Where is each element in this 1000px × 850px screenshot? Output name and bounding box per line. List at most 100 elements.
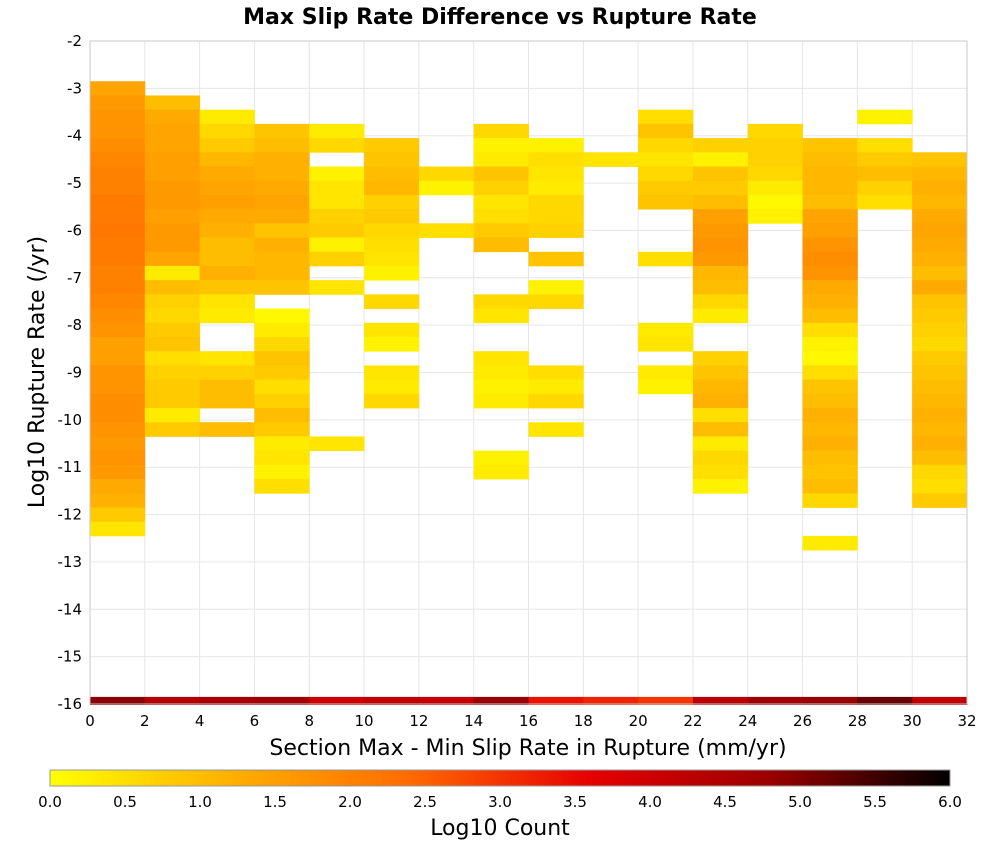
heatmap-cell [802, 422, 858, 437]
heatmap-cell [638, 180, 694, 196]
x-tick-labels: 0 2 4 6 8 10 12 14 16 18 20 22 24 26 28 30 32 [85, 712, 976, 730]
heatmap-cell [802, 351, 858, 366]
heatmap-cell [692, 365, 749, 381]
heatmap-cell [912, 322, 968, 338]
heatmap-cell [912, 696, 968, 705]
heatmap-cell [692, 308, 749, 324]
y-tick-label: -3 [67, 79, 82, 97]
heatmap-cell [528, 138, 584, 153]
heatmap-cell [254, 123, 310, 139]
heatmap-cell [912, 251, 968, 267]
heatmap-cell [254, 464, 310, 480]
x-tick-label: 30 [903, 712, 922, 730]
y-tick-label: -2 [67, 32, 82, 50]
heatmap-cell [857, 166, 913, 182]
heatmap-cell [90, 422, 146, 437]
heatmap-cell [802, 308, 858, 324]
heatmap-cell [364, 696, 420, 705]
x-tick-label: 2 [140, 712, 150, 730]
heatmap-cell [90, 251, 146, 267]
heatmap-cell [912, 336, 968, 352]
heatmap-cell [473, 194, 529, 210]
heatmap-cell [90, 280, 146, 295]
heatmap-cell [473, 379, 529, 395]
heatmap-cell [364, 194, 420, 210]
heatmap-cell [692, 194, 749, 210]
heatmap-cell [638, 696, 694, 705]
heatmap-cell [309, 237, 365, 253]
heatmap-cell [90, 450, 146, 466]
y-tick-label: -7 [67, 269, 82, 287]
heatmap-cell [144, 123, 201, 139]
heatmap-cell [199, 351, 255, 366]
x-tick-label: 0 [85, 712, 95, 730]
heatmap-cell [912, 209, 968, 224]
colorbar-tick-label: 3.5 [563, 793, 587, 811]
x-tick-label: 32 [957, 712, 976, 730]
heatmap-cell [912, 379, 968, 395]
heatmap-cell [144, 408, 201, 423]
x-tick-label: 4 [195, 712, 205, 730]
heatmap-cell [144, 237, 201, 253]
heatmap-cell [309, 138, 365, 153]
heatmap-cell [912, 365, 968, 381]
heatmap-cell [912, 223, 968, 238]
heatmap-cell [199, 280, 255, 295]
heatmap-cell [364, 251, 420, 267]
y-tick-label: -11 [58, 458, 83, 476]
colorbar-label: Log10 Count [430, 816, 570, 841]
heatmap-cell [912, 479, 968, 494]
heatmap-cell [692, 408, 749, 423]
heatmap-cell [528, 379, 584, 395]
heatmap-cell [528, 280, 584, 295]
heatmap-cell [364, 180, 420, 196]
heatmap-cell [254, 166, 310, 182]
heatmap-cell [254, 351, 310, 366]
heatmap-cell [473, 464, 529, 480]
y-axis-label: Log10 Rupture Rate (/yr) [25, 236, 50, 508]
y-tick-label: -16 [58, 695, 83, 713]
heatmap-cell [364, 393, 420, 409]
heatmap-cell [254, 194, 310, 210]
heatmap-cell [528, 194, 584, 210]
heatmap-cell [254, 322, 310, 338]
heatmap-cell [90, 109, 146, 125]
heatmap-cell [199, 696, 255, 705]
heatmap-cell [144, 696, 201, 705]
heatmap-cell [638, 336, 694, 352]
heatmap-cell [692, 138, 749, 153]
heatmap-cell [254, 280, 310, 295]
heatmap-cell [309, 223, 365, 238]
heatmap-cell [309, 696, 365, 705]
y-tick-label: -6 [67, 221, 82, 239]
heatmap-cell [473, 696, 529, 705]
colorbar-tick-label: 0.0 [38, 793, 62, 811]
colorbar-tick-label: 5.0 [788, 793, 812, 811]
heatmap-cell [802, 379, 858, 395]
heatmap-cell [528, 422, 584, 437]
heatmap-cell [254, 209, 310, 224]
heatmap-cell [254, 696, 310, 705]
heatmap-cell [802, 194, 858, 210]
heatmap-cell [802, 365, 858, 381]
heatmap-cell [473, 223, 529, 238]
heatmap-cell [747, 696, 803, 705]
heatmap-cell [254, 365, 310, 381]
heatmap-cell [912, 351, 968, 366]
heatmap-cells [90, 81, 968, 705]
heatmap-cell [309, 166, 365, 182]
heatmap-cell [692, 251, 749, 267]
heatmap-cell [638, 379, 694, 395]
colorbar-tick-label: 1.0 [188, 793, 212, 811]
heatmap-cell [692, 464, 749, 480]
heatmap-cell [254, 336, 310, 352]
heatmap-cell [692, 152, 749, 167]
chart-title: Max Slip Rate Difference vs Rupture Rate [243, 5, 757, 30]
heatmap-cell [90, 138, 146, 153]
heatmap-cell [90, 294, 146, 309]
heatmap-cell [912, 393, 968, 409]
heatmap-cell [912, 152, 968, 167]
heatmap-cell [528, 294, 584, 309]
heatmap-cell [254, 265, 310, 281]
